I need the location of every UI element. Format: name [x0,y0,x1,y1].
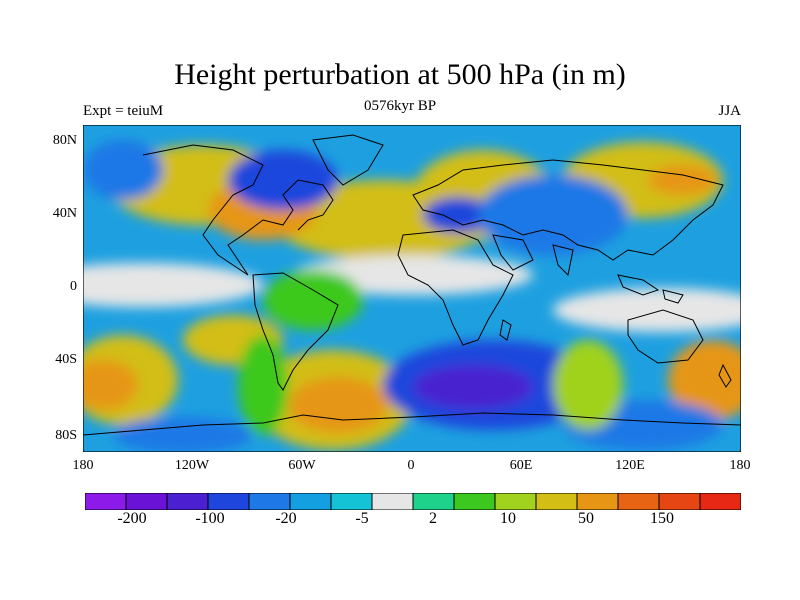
colorbar-swatch [166,493,209,510]
contour-fill [83,125,741,452]
colorbar-label: -20 [275,510,297,527]
lon-tick-180w: 180 [72,458,94,473]
colorbar-swatch [535,493,578,510]
colorbar-swatch [494,493,537,510]
lon-tick-60e: 60E [509,458,533,473]
lat-tick-80s: 80S [55,428,77,443]
colorbar-label: -5 [355,510,369,527]
contour-map [83,125,741,452]
colorbar-swatch [289,493,332,510]
colorbar-swatch [330,493,373,510]
lat-tick-80n: 80N [52,133,77,148]
colorbar-label: 10 [500,510,516,527]
colorbar-swatch [125,493,168,510]
experiment-label: Expt = teiuM [83,103,164,119]
colorbar-label: 50 [578,510,594,527]
colorbar-swatch [371,493,414,510]
colorbar-swatch [453,493,496,510]
season-label: JJA [718,103,741,119]
colorbar-label: 150 [650,510,674,527]
lon-tick-0: 0 [407,458,415,473]
lat-tick-0: 0 [70,279,77,294]
colorbar-label: -100 [195,510,225,527]
colorbar-swatch [412,493,455,510]
colorbar-swatch [617,493,660,510]
colorbar-swatch [658,493,701,510]
colorbar-label: -200 [117,510,147,527]
colorbar-swatch [576,493,619,510]
colorbar-swatch [699,493,741,510]
colorbar-label: 2 [429,510,437,527]
plot-title: Height perturbation at 500 hPa (in m) [174,58,626,91]
colorbar-swatch [207,493,250,510]
coastlines [83,134,741,436]
lon-tick-120w: 120W [174,458,210,473]
colorbar-swatch [248,493,291,510]
lat-tick-40n: 40N [52,206,77,221]
colorbar-swatch [85,493,127,510]
time-label: 0576kyr BP [363,98,437,114]
lat-tick-40s: 40S [55,352,77,367]
lon-tick-60w: 60W [288,458,316,473]
colorbar [85,493,741,510]
lon-tick-180e: 180 [729,458,751,473]
lon-tick-120e: 120E [615,458,645,473]
